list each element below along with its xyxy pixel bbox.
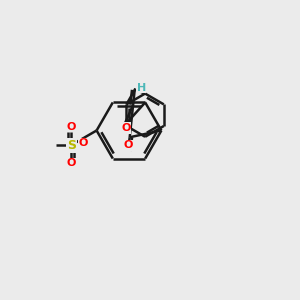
Text: O: O — [67, 158, 76, 169]
Text: H: H — [136, 83, 146, 93]
Text: O: O — [67, 122, 76, 132]
Text: O: O — [121, 123, 130, 133]
Text: S: S — [67, 139, 76, 152]
Text: O: O — [123, 140, 133, 150]
Text: O: O — [79, 138, 88, 148]
